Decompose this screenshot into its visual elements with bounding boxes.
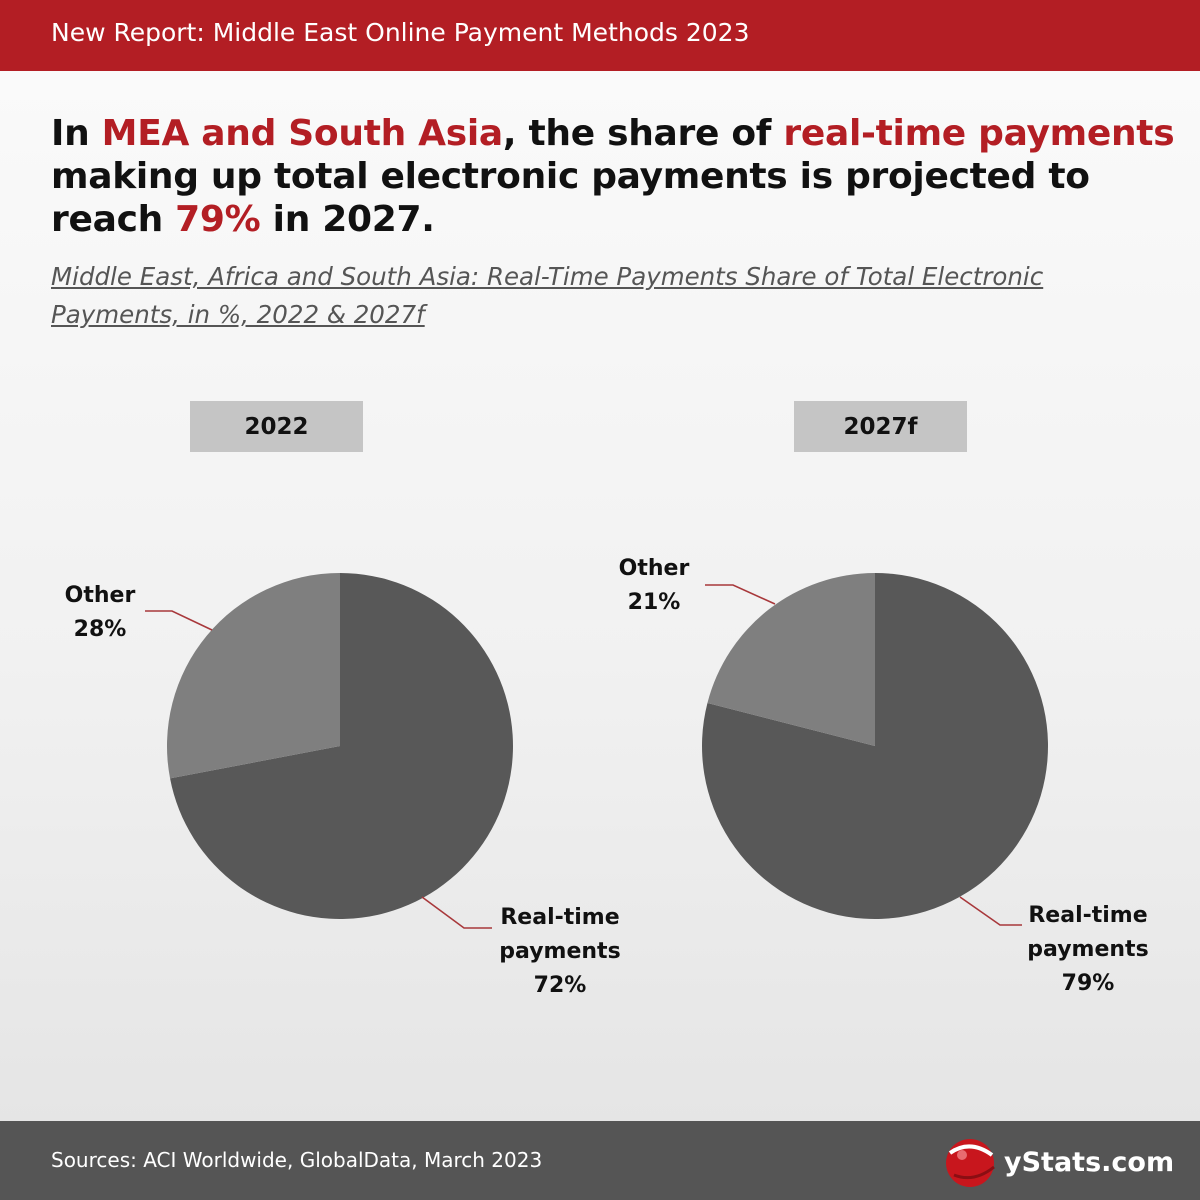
logo-ball-icon: [946, 1139, 995, 1187]
pie-0-leader-0: [421, 896, 492, 929]
pie-1-value-0: 79%: [1062, 971, 1115, 996]
pie-1-leader-0: [959, 896, 1022, 926]
chart-subtitle: Middle East, Africa and South Asia: Real…: [51, 262, 1044, 329]
pie-1-slice-0: [702, 573, 1049, 920]
headline-part1: In: [51, 113, 102, 154]
year-badge-2022: 2022: [190, 401, 363, 452]
headline-part2: , the share of: [502, 113, 784, 154]
pie-0-label-1: Other 28%: [65, 583, 136, 642]
pie-0-value-1: 28%: [74, 617, 127, 642]
logo-text: yStats.com: [1004, 1147, 1175, 1178]
pie-0-label-0: Real-time payments 72%: [499, 905, 620, 998]
headline: In MEA and South Asia, the share of real…: [51, 112, 1181, 241]
pie-0-name-0-0: Real-time: [500, 905, 619, 930]
pie-0-slice-0: [170, 573, 513, 919]
headline-highlight-topic: real-time payments: [783, 113, 1175, 154]
pie-0-name-0-1: payments: [499, 939, 620, 964]
pie-0-leader-1: [145, 610, 213, 631]
year-badge-2027f: 2027f: [794, 401, 967, 452]
sources-text: Sources: ACI Worldwide, GlobalData, Marc…: [51, 1148, 543, 1172]
pie-1-name-1-0: Other: [619, 556, 690, 581]
headline-highlight-region: MEA and South Asia: [101, 113, 504, 154]
footer-bar: Sources: ACI Worldwide, GlobalData, Marc…: [0, 1121, 1200, 1200]
pie-1-value-1: 21%: [628, 590, 681, 615]
pie-1-name-0-0: Real-time: [1028, 903, 1147, 928]
headline-part3: making up total electronic payments is p…: [51, 156, 1090, 240]
pie-0-slice-1: [166, 573, 340, 779]
pie-1-leader-1: [705, 584, 776, 605]
pie-1-label-1: Other 21%: [619, 556, 690, 615]
pie-0-name-1-0: Other: [65, 583, 136, 608]
headline-highlight-value: 79%: [175, 199, 261, 240]
report-title: New Report: Middle East Online Payment M…: [51, 18, 750, 47]
pie-1-name-0-1: payments: [1027, 937, 1148, 962]
pie-1-slice-1: [707, 573, 875, 746]
top-banner: New Report: Middle East Online Payment M…: [0, 0, 1200, 71]
ystats-logo: yStats.com: [940, 1131, 1180, 1191]
pie-1-label-0: Real-time payments 79%: [1027, 903, 1148, 996]
pie-0-value-0: 72%: [534, 973, 587, 998]
headline-part4: in 2027.: [260, 199, 435, 240]
